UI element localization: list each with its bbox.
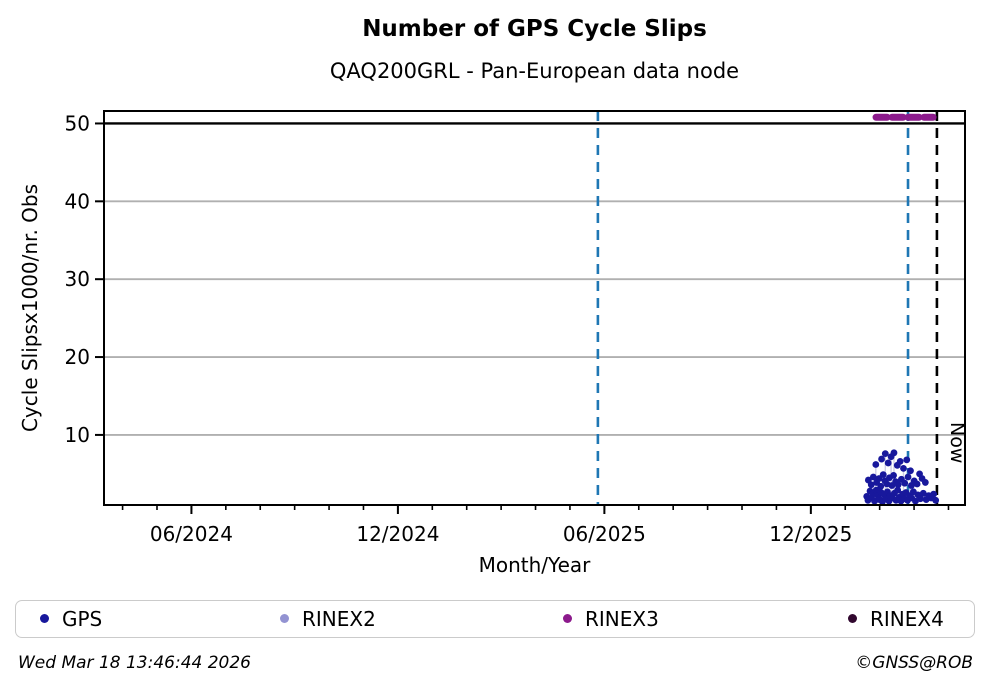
y-tick-label: 10 — [65, 423, 90, 447]
now-label: Now — [946, 422, 968, 463]
plot-border — [103, 110, 966, 506]
gps-point — [890, 472, 897, 479]
rinex2-dot-icon — [280, 614, 289, 623]
gps-point — [867, 481, 875, 489]
legend-item-gps: GPS — [40, 601, 102, 636]
y-tick-label: 30 — [65, 267, 90, 291]
legend-item-rinex3: RINEX3 — [563, 601, 659, 636]
legend-item-rinex4: RINEX4 — [848, 601, 944, 636]
x-axis-label: Month/Year — [478, 553, 591, 577]
gps-point — [894, 481, 902, 489]
y-tick-label: 20 — [65, 345, 90, 369]
gps-point — [890, 449, 898, 457]
gps-point — [900, 465, 907, 472]
legend-item-rinex2: RINEX2 — [280, 601, 376, 636]
legend-label-rinex4: RINEX4 — [870, 606, 944, 631]
gps-point — [932, 496, 940, 504]
gps-dot-icon — [40, 614, 49, 623]
gps-point — [881, 450, 889, 458]
chart-subtitle: QAQ200GRL - Pan-European data node — [329, 59, 740, 83]
legend-label-gps: GPS — [62, 606, 103, 631]
gps-point — [907, 467, 914, 475]
rinex3-dot-icon — [563, 614, 572, 623]
gps-point — [879, 471, 887, 479]
chart-title: Number of GPS Cycle Slips — [362, 16, 707, 42]
x-tick-label: 12/2025 — [769, 522, 852, 546]
legend: GPS RINEX2 RINEX3 RINEX4 — [15, 600, 975, 638]
gps-point — [869, 473, 877, 481]
gps-point — [894, 486, 902, 494]
gps-point — [930, 490, 938, 498]
legend-label-rinex2: RINEX2 — [302, 606, 376, 631]
y-tick-label: 40 — [65, 189, 90, 213]
gps-point — [921, 479, 929, 486]
gps-point — [917, 495, 924, 503]
gps-point — [878, 455, 885, 463]
y-axis-label: Cycle Slipsx1000/nr. Obs — [18, 183, 42, 433]
timestamp: Wed Mar 18 13:46:44 2026 — [18, 653, 251, 673]
gps-point — [904, 473, 912, 481]
gps-point — [877, 482, 885, 490]
gps-point — [903, 456, 911, 464]
gps-point — [896, 457, 904, 465]
x-tick-label: 06/2024 — [150, 522, 233, 546]
x-tick-label: 12/2024 — [356, 522, 439, 546]
y-tick-label: 50 — [65, 111, 90, 135]
gps-point — [872, 461, 880, 468]
rinex4-dot-icon — [848, 614, 857, 623]
gps-point — [913, 480, 921, 488]
legend-label-rinex3: RINEX3 — [585, 606, 659, 631]
gps-point — [919, 489, 927, 497]
gps-point — [901, 479, 909, 487]
gps-point — [884, 459, 892, 467]
copyright: ©GNSS@ROB — [855, 653, 973, 673]
x-tick-label: 06/2025 — [563, 522, 646, 546]
